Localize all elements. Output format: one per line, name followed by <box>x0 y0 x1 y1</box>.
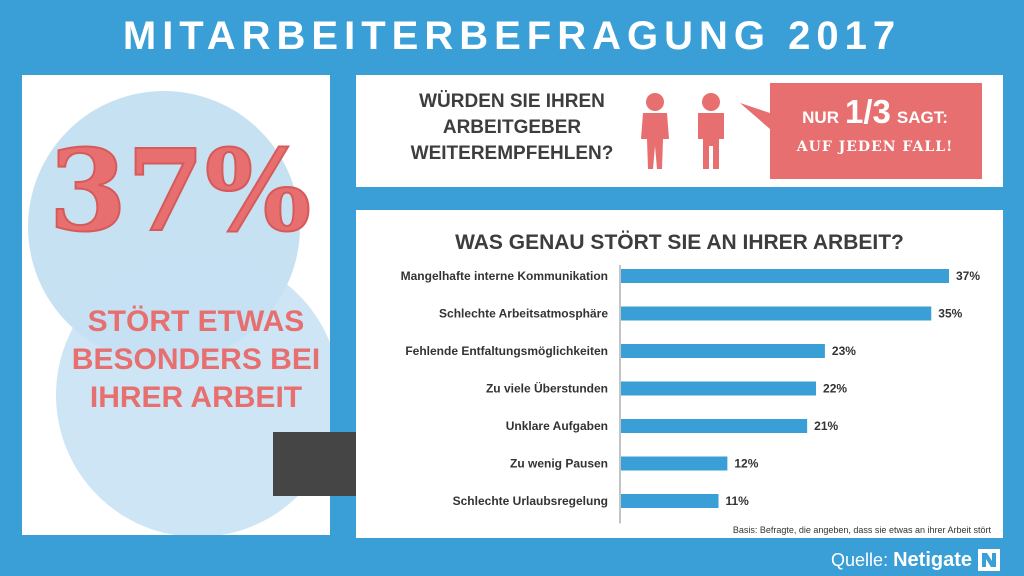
chart-note: Basis: Befragte, die angeben, dass sie e… <box>732 525 991 535</box>
female-person-icon <box>641 93 669 169</box>
bar-value-label: 37% <box>956 269 980 283</box>
bar <box>621 456 728 471</box>
chart-title: WAS GENAU STÖRT SIE AN IHRER ARBEIT? <box>455 231 904 254</box>
bar <box>621 269 949 283</box>
source-label: Quelle: <box>831 550 889 570</box>
source-credit: Quelle: Netigate <box>831 548 972 572</box>
headline-percent: 37% <box>48 126 312 258</box>
callout-emphasis: AUF JEDEN FALL! <box>796 139 954 155</box>
category-label: Schlechte Urlaubsregelung <box>453 494 608 508</box>
bar-value-label: 35% <box>938 307 962 321</box>
male-person-icon <box>698 93 724 169</box>
bar <box>621 419 808 433</box>
bar-value-label: 22% <box>823 382 847 396</box>
bar <box>621 494 719 508</box>
recommendation-panel: WÜRDEN SIE IHREN ARBEITGEBER WEITEREMPFE… <box>356 75 1003 187</box>
bar-value-label: 12% <box>734 457 758 471</box>
source-brand: Netigate <box>893 549 972 571</box>
category-label: Zu viele Überstunden <box>486 381 608 396</box>
callout-suffix: SAGT: <box>896 108 948 127</box>
bar <box>621 381 817 396</box>
netigate-logo-icon <box>978 549 1000 571</box>
speech-bubble-icon <box>740 83 982 179</box>
left-panel: 37% STÖRT ETWAS BESONDERS BEI IHRER ARBE… <box>22 75 330 535</box>
bar-value-label: 23% <box>832 344 856 358</box>
bar <box>621 344 825 358</box>
callout-prefix: NUR <box>802 108 839 127</box>
chart-panel: WAS GENAU STÖRT SIE AN IHRER ARBEIT? Man… <box>356 210 1003 538</box>
bar <box>621 306 932 321</box>
category-label: Fehlende Entfaltungsmöglichkeiten <box>405 344 608 358</box>
page-title: MITARBEITERBEFRAGUNG 2017 <box>122 14 902 58</box>
category-label: Unklare Aufgaben <box>506 419 608 433</box>
bar-value-label: 21% <box>814 419 838 433</box>
callout-fraction: 1/3 <box>844 93 891 130</box>
recommendation-question: WÜRDEN SIE IHREN ARBEITGEBER WEITEREMPFE… <box>410 91 614 164</box>
category-label: Zu wenig Pausen <box>510 457 608 471</box>
category-label: Schlechte Arbeitsatmosphäre <box>439 307 608 321</box>
callout-text: NUR 1/3 SAGT: AUF JEDEN FALL! <box>770 95 980 159</box>
bar-value-label: 11% <box>726 494 750 508</box>
category-label: Mangelhafte interne Kommunikation <box>401 269 608 283</box>
headline-subtitle: STÖRT ETWAS BESONDERS BEI IHRER ARBEIT <box>71 305 321 414</box>
bar-chart: Mangelhafte interne Kommunikation 37% Schl… <box>401 265 980 524</box>
